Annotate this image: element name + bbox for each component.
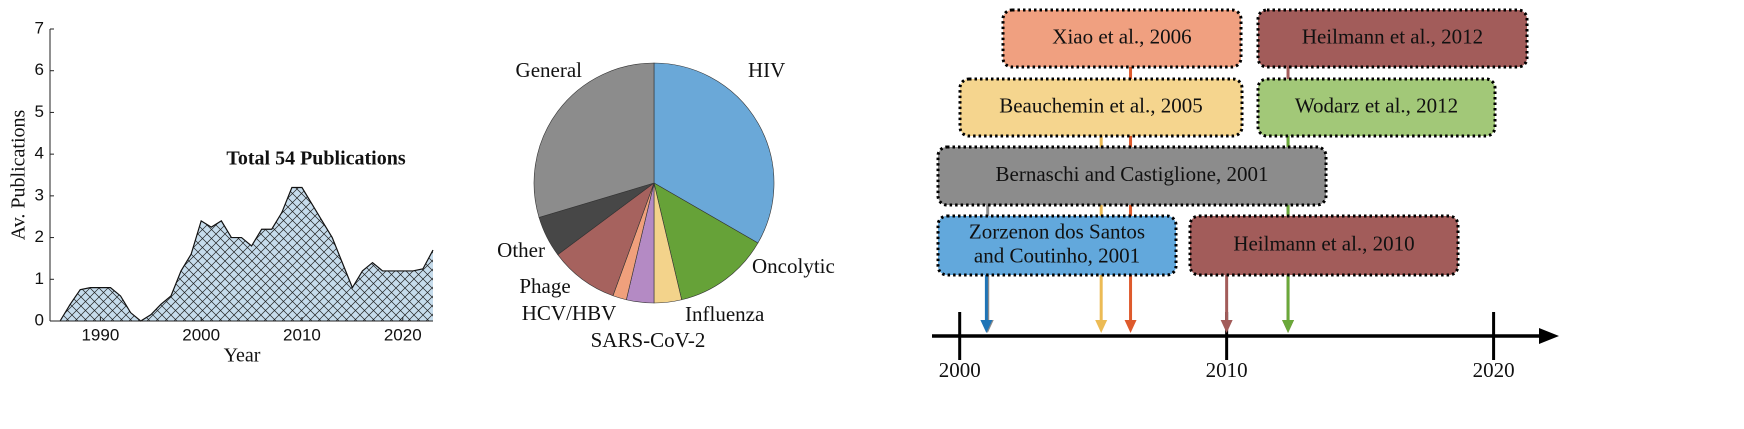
x-tick-label: 2020 — [384, 325, 422, 344]
event-box — [1188, 214, 1460, 277]
timeline-tick-label: 2000 — [939, 358, 981, 382]
event-box — [1001, 8, 1243, 69]
event-arrowhead — [1124, 320, 1137, 333]
event-arrowhead — [1220, 320, 1233, 333]
x-tick-label: 1990 — [81, 325, 119, 344]
event-arrowhead — [1095, 320, 1108, 333]
event-label: Heilmann et al., 2010 — [1233, 231, 1414, 255]
event-label: Beauchemin et al., 2005 — [999, 93, 1203, 117]
area-outline — [59, 186, 434, 322]
event-label: Wodarz et al., 2012 — [1295, 93, 1458, 117]
y-axis-label: Av. Publications — [8, 110, 30, 241]
pie-slice — [653, 62, 775, 244]
pie-label: HCV/HBV — [522, 301, 617, 325]
pie-label: General — [516, 58, 583, 82]
area — [60, 187, 433, 321]
y-tick-label: 5 — [35, 102, 44, 121]
event-arrowhead — [980, 320, 993, 333]
event-box — [1256, 8, 1529, 69]
pie-label: Other — [497, 238, 545, 262]
event-arrowhead — [1282, 320, 1295, 333]
pie-slice — [653, 182, 759, 301]
y-tick-label: 7 — [35, 18, 44, 37]
pie-label: Phage — [519, 274, 570, 298]
y-tick-label: 4 — [35, 144, 44, 163]
event-label: Zorzenon dos Santos — [969, 219, 1145, 243]
y-tick-label: 6 — [35, 60, 44, 79]
event-label: Xiao et al., 2006 — [1052, 24, 1191, 48]
annotation: Total 54 Publications — [226, 148, 406, 170]
y-tick-label: 3 — [35, 185, 44, 204]
x-tick-label: 2000 — [182, 325, 220, 344]
pie-slice — [533, 62, 655, 218]
event-box — [1256, 77, 1497, 138]
event-box — [936, 145, 1328, 207]
pie-label: HIV — [748, 58, 785, 82]
event-label: Heilmann et al., 2012 — [1302, 24, 1483, 48]
y-tick-label: 2 — [35, 227, 44, 246]
pie-label: Oncolytic — [752, 254, 835, 278]
event-box — [936, 214, 1178, 277]
pie-label: Influenza — [685, 302, 765, 326]
y-tick-label: 0 — [35, 310, 44, 329]
event-label: Bernaschi and Castiglione, 2001 — [996, 162, 1269, 186]
x-axis-label: Year — [224, 345, 261, 367]
timeline-axis-arrow — [1539, 328, 1559, 344]
x-tick-label: 2010 — [283, 325, 321, 344]
pie-label: SARS-CoV-2 — [591, 328, 706, 352]
event-box — [958, 77, 1244, 138]
timeline-tick-label: 2020 — [1473, 358, 1515, 382]
timeline-tick-label: 2010 — [1206, 358, 1248, 382]
event-label: and Coutinho, 2001 — [974, 243, 1140, 267]
y-tick-label: 1 — [35, 269, 44, 288]
